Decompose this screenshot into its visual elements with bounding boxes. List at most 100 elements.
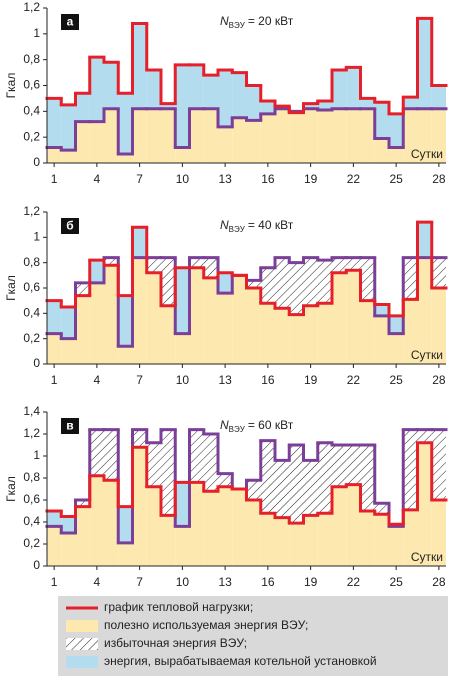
y-tick-label: 0,2 <box>23 536 40 550</box>
boiler-energy <box>389 113 404 148</box>
x-tick-label: 28 <box>432 172 446 186</box>
boiler-energy <box>89 260 104 283</box>
y-tick-label: 0,2 <box>23 331 40 345</box>
annotation: NВЭУ = 60 кВт <box>220 418 294 434</box>
boiler-energy <box>389 315 404 334</box>
useful-energy <box>374 138 389 163</box>
boiler-energy <box>47 98 62 148</box>
excess-energy <box>374 503 389 515</box>
useful-energy <box>346 108 361 163</box>
excess-energy <box>161 257 176 306</box>
excess-energy <box>260 440 275 514</box>
excess-energy <box>260 267 275 304</box>
excess-energy <box>146 442 161 487</box>
legend-swatch <box>66 656 98 668</box>
boiler-energy <box>132 23 147 109</box>
useful-energy <box>104 480 119 566</box>
useful-energy <box>232 117 247 163</box>
useful-energy <box>118 542 133 566</box>
excess-energy <box>203 257 218 278</box>
useful-energy <box>303 108 318 163</box>
x-tick-label: 16 <box>261 575 275 589</box>
y-tick-label: 0,4 <box>23 306 40 320</box>
boiler-energy <box>260 101 275 114</box>
boiler-energy <box>175 267 190 334</box>
x-tick-label: 7 <box>136 373 143 387</box>
useful-energy <box>260 113 275 163</box>
x-tick-label: 22 <box>347 373 361 387</box>
annotation-symbol: N <box>220 14 229 28</box>
annotation-subscript: ВЭУ <box>229 225 246 234</box>
boiler-energy <box>203 75 218 109</box>
useful-energy <box>89 121 104 163</box>
y-tick-label: 0,8 <box>23 470 40 484</box>
legend-swatch <box>66 638 98 650</box>
useful-energy <box>417 108 432 163</box>
x-tick-label: 25 <box>389 575 403 589</box>
useful-energy <box>161 515 176 566</box>
x-tick-label: 13 <box>218 575 232 589</box>
y-tick-label: 0,4 <box>23 104 40 118</box>
legend-swatch <box>66 620 98 632</box>
boiler-energy <box>61 104 76 151</box>
annotation-subscript: ВЭУ <box>229 425 246 434</box>
boiler-energy <box>346 67 361 109</box>
excess-energy <box>431 257 446 288</box>
x-tick-label: 4 <box>94 172 101 186</box>
useful-energy <box>175 526 190 566</box>
annotation-subscript: ВЭУ <box>229 21 246 30</box>
boiler-energy <box>431 85 446 109</box>
legend-label: график тепловой нагрузки; <box>104 600 253 614</box>
useful-energy <box>431 500 446 566</box>
excess-energy <box>218 473 233 487</box>
useful-energy <box>317 303 332 364</box>
excess-energy <box>75 282 90 296</box>
excess-energy <box>317 260 332 304</box>
excess-energy <box>104 257 119 266</box>
useful-energy <box>104 108 119 163</box>
x-tick-label: 1 <box>51 172 58 186</box>
x-tick-label: 10 <box>176 172 190 186</box>
useful-energy <box>389 147 404 163</box>
y-tick-label: 1,4 <box>23 404 40 418</box>
useful-energy <box>203 277 218 364</box>
boiler-energy <box>374 102 389 139</box>
x-tick-label: 19 <box>304 373 318 387</box>
useful-energy <box>332 272 347 364</box>
y-tick-label: 0,6 <box>23 280 40 294</box>
useful-energy <box>203 491 218 566</box>
y-axis-label: Гкал <box>4 476 18 502</box>
boiler-energy <box>232 72 247 118</box>
y-tick-label: 1 <box>33 448 40 462</box>
useful-energy <box>175 147 190 163</box>
y-tick-label: 0,8 <box>23 255 40 269</box>
useful-energy <box>89 282 104 364</box>
excess-energy <box>104 429 119 481</box>
x-axis-label: Сутки <box>411 147 443 161</box>
useful-energy <box>47 526 62 566</box>
y-tick-label: 0,8 <box>23 52 40 66</box>
useful-energy <box>289 112 304 163</box>
y-tick-label: 0 <box>33 356 40 370</box>
useful-energy <box>218 126 233 163</box>
useful-energy <box>275 108 290 163</box>
x-tick-label: 4 <box>94 373 101 387</box>
annotation-symbol: N <box>220 418 229 432</box>
boiler-energy <box>189 64 204 109</box>
panel-label-box <box>61 14 79 30</box>
useful-energy <box>132 257 147 364</box>
x-axis-label: Сутки <box>411 550 443 564</box>
excess-energy <box>346 257 361 271</box>
useful-energy <box>61 533 76 566</box>
boiler-energy <box>61 307 76 339</box>
panel-label-box <box>61 218 79 234</box>
useful-energy <box>104 265 119 364</box>
legend-label: энергия, вырабатываемая котельной устано… <box>104 654 377 668</box>
boiler-energy <box>218 272 233 294</box>
boiler-energy <box>47 511 62 527</box>
useful-energy <box>289 523 304 566</box>
annotation-text: = 60 кВт <box>248 418 294 432</box>
excess-energy <box>75 500 90 507</box>
useful-energy <box>360 300 375 364</box>
useful-energy <box>218 293 233 364</box>
